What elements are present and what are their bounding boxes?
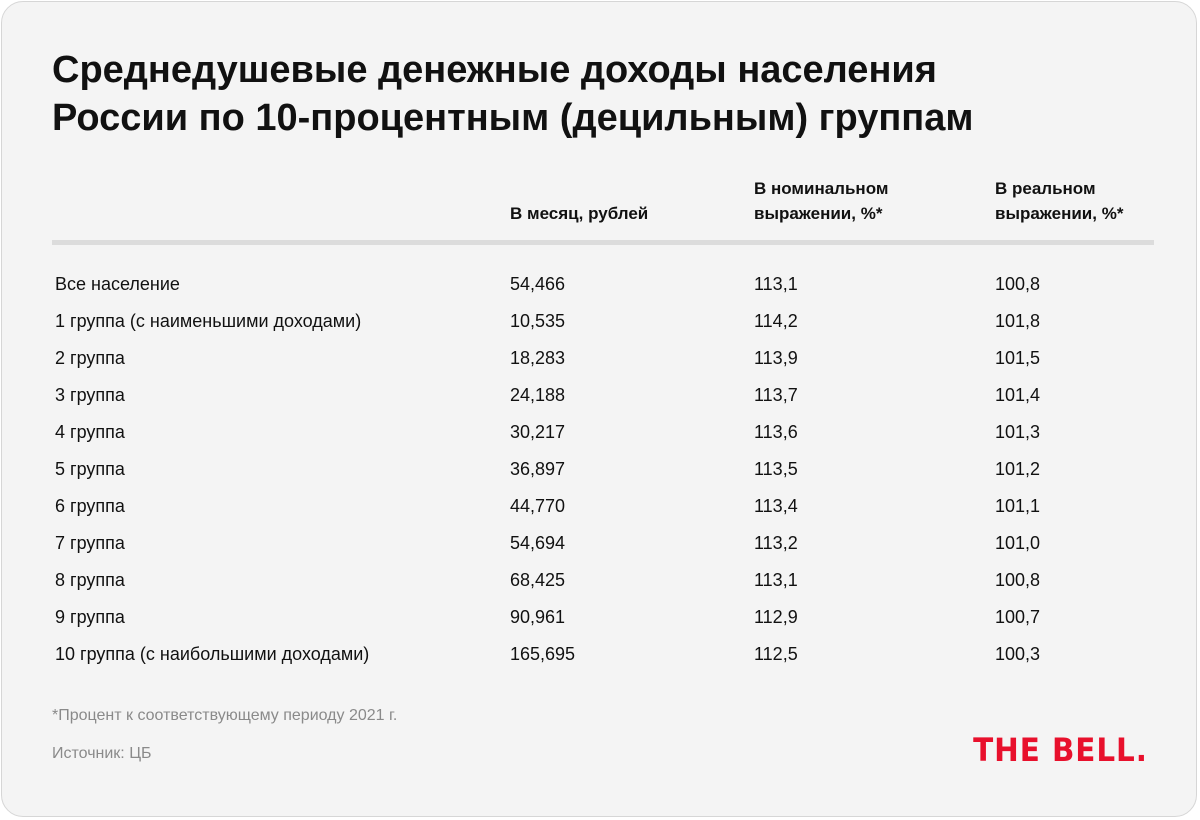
source-note: Источник: ЦБ (52, 745, 152, 762)
table-row: 9 группа 90,961 112,9 100,7 (52, 599, 1154, 636)
row-nominal-percent: 113,4 (754, 496, 798, 516)
row-nominal-percent: 112,9 (754, 607, 798, 627)
column-header-nominal-line-2: выражении, %* (754, 204, 883, 223)
row-real-percent: 101,3 (995, 422, 1041, 442)
row-nominal-percent: 113,5 (754, 459, 798, 479)
table-row: 1 группа (с наименьшими доходами) 10,535 1… (52, 303, 1154, 340)
row-nominal-percent: 113,1 (754, 274, 798, 294)
row-monthly-income: 36,897 (510, 459, 566, 479)
column-header-nominal-line-1: В номинальном (754, 179, 889, 198)
row-nominal-percent: 114,2 (754, 311, 798, 331)
column-header-real: В реальном выражении, %* (995, 176, 1123, 226)
column-header-nominal: В номинальном выражении, %* (754, 176, 888, 226)
row-real-percent: 100,3 (995, 644, 1041, 664)
row-real-percent: 101,8 (995, 311, 1041, 331)
row-monthly-income: 54,466 (510, 274, 566, 294)
row-real-percent: 101,5 (995, 348, 1041, 368)
table-row: 5 группа 36,897 113,5 101,2 (52, 451, 1154, 488)
title-line-1: Среднедушевые денежные доходы населения (52, 49, 937, 91)
row-real-percent: 101,2 (995, 459, 1041, 479)
row-label: 7 группа (55, 533, 125, 553)
row-label: 4 группа (55, 422, 125, 442)
footnote: *Процент к соответствующему периоду 2021… (52, 707, 398, 724)
row-monthly-income: 44,770 (510, 496, 566, 516)
row-label: 8 группа (55, 570, 125, 590)
table-row: 4 группа 30,217 113,6 101,3 (52, 414, 1154, 451)
row-monthly-income: 24,188 (510, 385, 566, 405)
row-monthly-income: 54,694 (510, 533, 566, 553)
table-row: 2 группа 18,283 113,9 101,5 (52, 340, 1154, 377)
row-nominal-percent: 113,9 (754, 348, 798, 368)
column-header-monthly-text: В месяц, рублей (510, 204, 649, 223)
row-real-percent: 100,7 (995, 607, 1041, 627)
row-label: 9 группа (55, 607, 125, 627)
row-monthly-income: 90,961 (510, 607, 566, 627)
row-label: 5 группа (55, 459, 125, 479)
row-real-percent: 100,8 (995, 274, 1041, 294)
income-table-body: Все население 54,466 113,1 100,8 1 группа (с… (52, 266, 1154, 673)
header-divider (52, 240, 1154, 245)
row-monthly-income: 68,425 (510, 570, 566, 590)
row-real-percent: 101,4 (995, 385, 1041, 405)
row-label: 10 группа (с наибольшими доходами) (55, 644, 370, 664)
row-label: 3 группа (55, 385, 125, 405)
row-nominal-percent: 112,5 (754, 644, 798, 664)
row-monthly-income: 30,217 (510, 422, 566, 442)
row-label: 2 группа (55, 348, 125, 368)
row-nominal-percent: 113,7 (754, 385, 798, 405)
row-label: 6 группа (55, 496, 125, 516)
table-row: 7 группа 54,694 113,2 101,0 (52, 525, 1154, 562)
table-row: 6 группа 44,770 113,4 101,1 (52, 488, 1154, 525)
table-row: 3 группа 24,188 113,7 101,4 (52, 377, 1154, 414)
row-monthly-income: 10,535 (510, 311, 566, 331)
row-monthly-income: 18,283 (510, 348, 566, 368)
title-line-2: России по 10-процентным (децильным) груп… (52, 97, 974, 139)
row-nominal-percent: 113,6 (754, 422, 798, 442)
table-row: 8 группа 68,425 113,1 100,8 (52, 562, 1154, 599)
row-monthly-income: 165,695 (510, 644, 576, 664)
row-real-percent: 101,1 (995, 496, 1041, 516)
table-row: Все население 54,466 113,1 100,8 (52, 266, 1154, 303)
column-header-real-line-2: выражении, %* (995, 204, 1124, 223)
page-title: Среднедушевые денежные доходы населения … (52, 46, 1152, 142)
column-header-monthly: В месяц, рублей (510, 201, 648, 226)
row-nominal-percent: 113,2 (754, 533, 798, 553)
brand-logo: THE BELL. (973, 731, 1148, 769)
row-label: 1 группа (с наименьшими доходами) (55, 311, 362, 331)
column-header-real-line-1: В реальном (995, 179, 1096, 198)
table-row: 10 группа (с наибольшими доходами) 165,69… (52, 636, 1154, 673)
row-real-percent: 101,0 (995, 533, 1041, 553)
row-real-percent: 100,8 (995, 570, 1041, 590)
row-label: Все население (55, 274, 180, 294)
row-nominal-percent: 113,1 (754, 570, 798, 590)
